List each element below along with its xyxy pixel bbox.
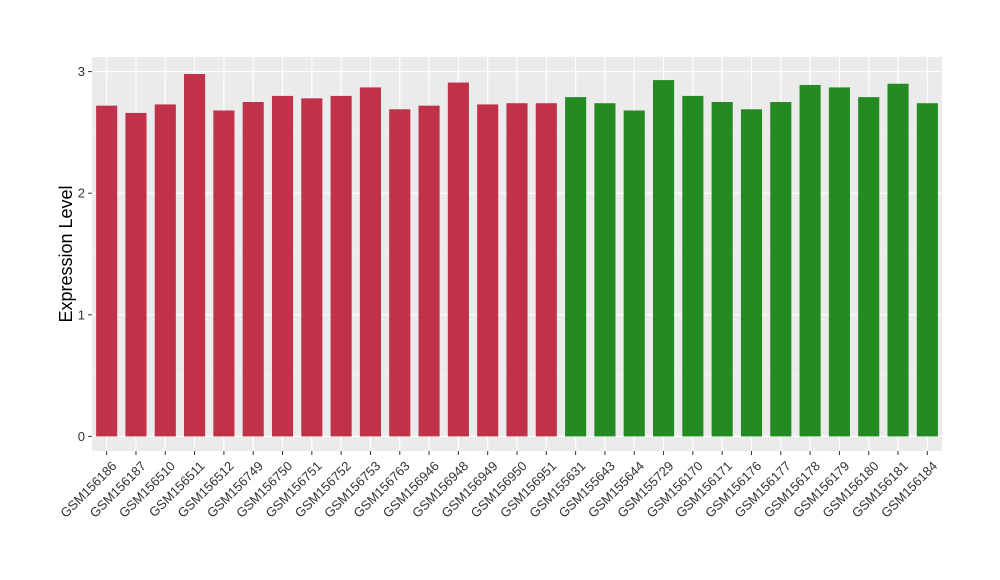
y-tick-label: 3 [78,64,85,79]
y-axis-title: Expression Level [56,185,76,322]
bar-GSM155643 [594,103,616,437]
bar-GSM156179 [828,87,850,437]
bar-GSM156948 [447,82,469,437]
bar-GSM156187 [125,112,147,437]
bar-GSM156750 [271,95,294,437]
bar-GSM156751 [301,98,323,437]
y-tick-label: 2 [78,186,85,201]
bar-GSM156176 [740,109,763,437]
bar-GSM156186 [96,105,118,437]
bar-GSM156951 [535,103,557,437]
bar-GSM155644 [623,110,645,437]
bar-GSM156753 [359,87,381,437]
bar-GSM156512 [213,110,235,437]
x-axis: GSM156186GSM156187GSM156510GSM156511GSM1… [57,451,940,521]
y-tick-label: 1 [78,307,85,322]
bar-GSM155631 [565,97,587,437]
bar-GSM156170 [682,95,704,437]
y-axis: 0 1 2 3 [78,64,92,444]
bar-GSM156178 [799,84,821,437]
bar-GSM156949 [477,104,499,437]
bar-GSM156749 [242,101,264,437]
bar-GSM156180 [858,97,880,437]
bar-GSM156763 [389,109,411,437]
bar-GSM156510 [154,104,176,437]
y-tick-label: 0 [78,429,85,444]
bar-GSM156946 [418,105,440,437]
bars [96,74,938,437]
bar-GSM156181 [887,83,909,437]
bar-GSM156511 [184,74,206,437]
bar-GSM156752 [330,95,352,437]
bar-GSM156950 [506,103,528,437]
bar-GSM155729 [653,80,675,437]
bar-GSM156184 [916,103,938,437]
bar-GSM156171 [711,101,733,437]
bar-GSM156177 [770,101,792,437]
